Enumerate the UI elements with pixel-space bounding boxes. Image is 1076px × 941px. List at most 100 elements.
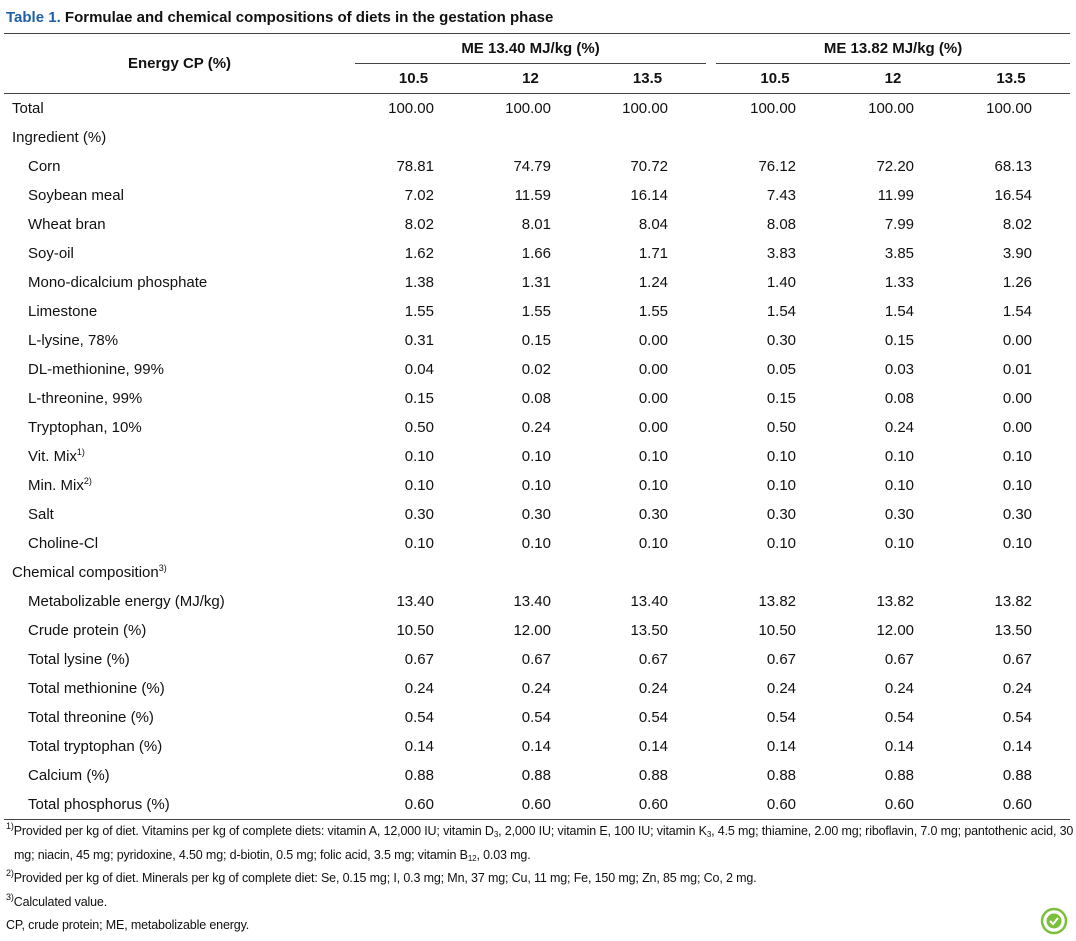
data-row: Min. Mix2) 0.10 0.10 0.10 0.10 0.10 0.10 (4, 471, 1070, 500)
gap (706, 587, 716, 616)
footnote-text: Provided per kg of diet. Vitamins per kg… (13, 824, 494, 838)
gap (706, 268, 716, 297)
section-row: Ingredient (%) (4, 123, 1070, 152)
cell: 7.02 (404, 187, 434, 204)
cell: 0.54 (766, 709, 797, 726)
data-row: L-lysine, 78% 0.31 0.15 0.00 0.30 0.15 0.00 (4, 326, 1070, 355)
cell: 100.00 (868, 100, 915, 117)
cell: 16.54 (994, 187, 1033, 204)
data-row: Total methionine (%) 0.24 0.24 0.24 0.24 0.24… (4, 674, 1070, 703)
cell: 0.10 (521, 535, 551, 552)
footnote-mark: 2) (6, 868, 14, 878)
label-text: Wheat bran (28, 216, 106, 233)
cell: 13.82 (758, 593, 797, 610)
cell: 72.20 (876, 158, 915, 175)
gap (706, 732, 716, 761)
cell: 1.40 (766, 274, 797, 291)
cell: 0.60 (521, 796, 551, 813)
cell: 0.15 (766, 390, 797, 407)
cell: 1.33 (884, 274, 915, 291)
row-label: Wheat bran (4, 210, 355, 239)
cell: 0.67 (1002, 651, 1033, 668)
gap (706, 326, 716, 355)
cell: 0.30 (766, 332, 797, 349)
cell: 1.24 (638, 274, 669, 291)
cell: 0.88 (404, 767, 434, 784)
row-label: L-lysine, 78% (4, 326, 355, 355)
label-text: Total threonine (%) (28, 709, 154, 726)
cell: 13.50 (994, 622, 1033, 639)
cell: 0.10 (638, 448, 669, 465)
gap (706, 790, 716, 820)
label-text: Soy-oil (28, 245, 74, 262)
cell: 70.72 (630, 158, 669, 175)
row-label: Chemical composition3) (4, 558, 1070, 587)
cell: 0.60 (766, 796, 797, 813)
cell: 3.83 (766, 245, 797, 262)
gap (706, 616, 716, 645)
cell: 0.54 (404, 709, 434, 726)
cell: 0.30 (521, 506, 551, 523)
gap (706, 500, 716, 529)
cell: 0.10 (766, 477, 797, 494)
data-row: Total lysine (%) 0.67 0.67 0.67 0.67 0.67 0.67 (4, 645, 1070, 674)
cell: 0.03 (884, 361, 915, 378)
cell: 0.67 (638, 651, 669, 668)
cell: 1.71 (638, 245, 669, 262)
gap (706, 355, 716, 384)
gap (706, 529, 716, 558)
cell: 100.00 (986, 100, 1033, 117)
cell: 8.02 (1002, 216, 1033, 233)
cell: 74.79 (513, 158, 551, 175)
cell: 0.08 (884, 390, 915, 407)
cell: 0.30 (404, 506, 434, 523)
cell: 3.85 (884, 245, 915, 262)
data-row: DL-methionine, 99% 0.04 0.02 0.00 0.05 0.03 0.… (4, 355, 1070, 384)
cell: 1.54 (766, 303, 797, 320)
row-label: Total methionine (%) (4, 674, 355, 703)
footnote-text: CP, crude protein; ME, metabolizable ene… (6, 918, 250, 932)
cell: 0.67 (884, 651, 915, 668)
header-row: 10.5 12 13.5 10.5 12 13.5 (4, 64, 1071, 94)
subscript: 3 (706, 830, 712, 839)
cell: 0.08 (521, 390, 551, 407)
cell: 0.24 (521, 419, 551, 436)
label-text: Total (12, 100, 44, 117)
gap (706, 471, 716, 500)
gap (706, 34, 716, 94)
cell: 100.00 (622, 100, 669, 117)
cell: 0.10 (638, 535, 669, 552)
data-row: Vit. Mix1) 0.10 0.10 0.10 0.10 0.10 0.10 (4, 442, 1070, 471)
cell: 0.30 (766, 506, 797, 523)
row-label: Vit. Mix1) (4, 442, 355, 471)
cell: 0.10 (884, 448, 915, 465)
cell: 0.15 (884, 332, 915, 349)
table: Energy CP (%) ME 13.40 MJ/kg (%) ME 13.82 … (4, 33, 1071, 820)
stub-header: Energy CP (%) (127, 55, 232, 72)
table-number: Table 1. (6, 9, 61, 26)
cell: 0.00 (638, 390, 669, 407)
gap (706, 442, 716, 471)
cell: 76.12 (758, 158, 797, 175)
cell: 0.60 (1002, 796, 1033, 813)
row-label: Crude protein (%) (4, 616, 355, 645)
cell: 0.14 (521, 738, 551, 755)
cell: 0.15 (404, 390, 434, 407)
cell: 0.30 (884, 506, 915, 523)
row-label: Salt (4, 500, 355, 529)
cell: 0.10 (404, 535, 434, 552)
subscript: 3 (493, 830, 499, 839)
row-label: Total tryptophan (%) (4, 732, 355, 761)
data-row: Choline-Cl 0.10 0.10 0.10 0.10 0.10 0.10 (4, 529, 1070, 558)
cell: 13.82 (994, 593, 1033, 610)
cell: 0.30 (638, 506, 669, 523)
column-header: 10.5 (398, 70, 429, 87)
cell: 0.88 (766, 767, 797, 784)
row-label: Calcium (%) (4, 761, 355, 790)
label-text: Soybean meal (28, 187, 124, 204)
cell: 0.10 (766, 448, 797, 465)
note-mark: 1) (76, 447, 85, 457)
column-header: 12 (522, 70, 539, 87)
gap (706, 152, 716, 181)
subscript: 12 (467, 853, 477, 863)
